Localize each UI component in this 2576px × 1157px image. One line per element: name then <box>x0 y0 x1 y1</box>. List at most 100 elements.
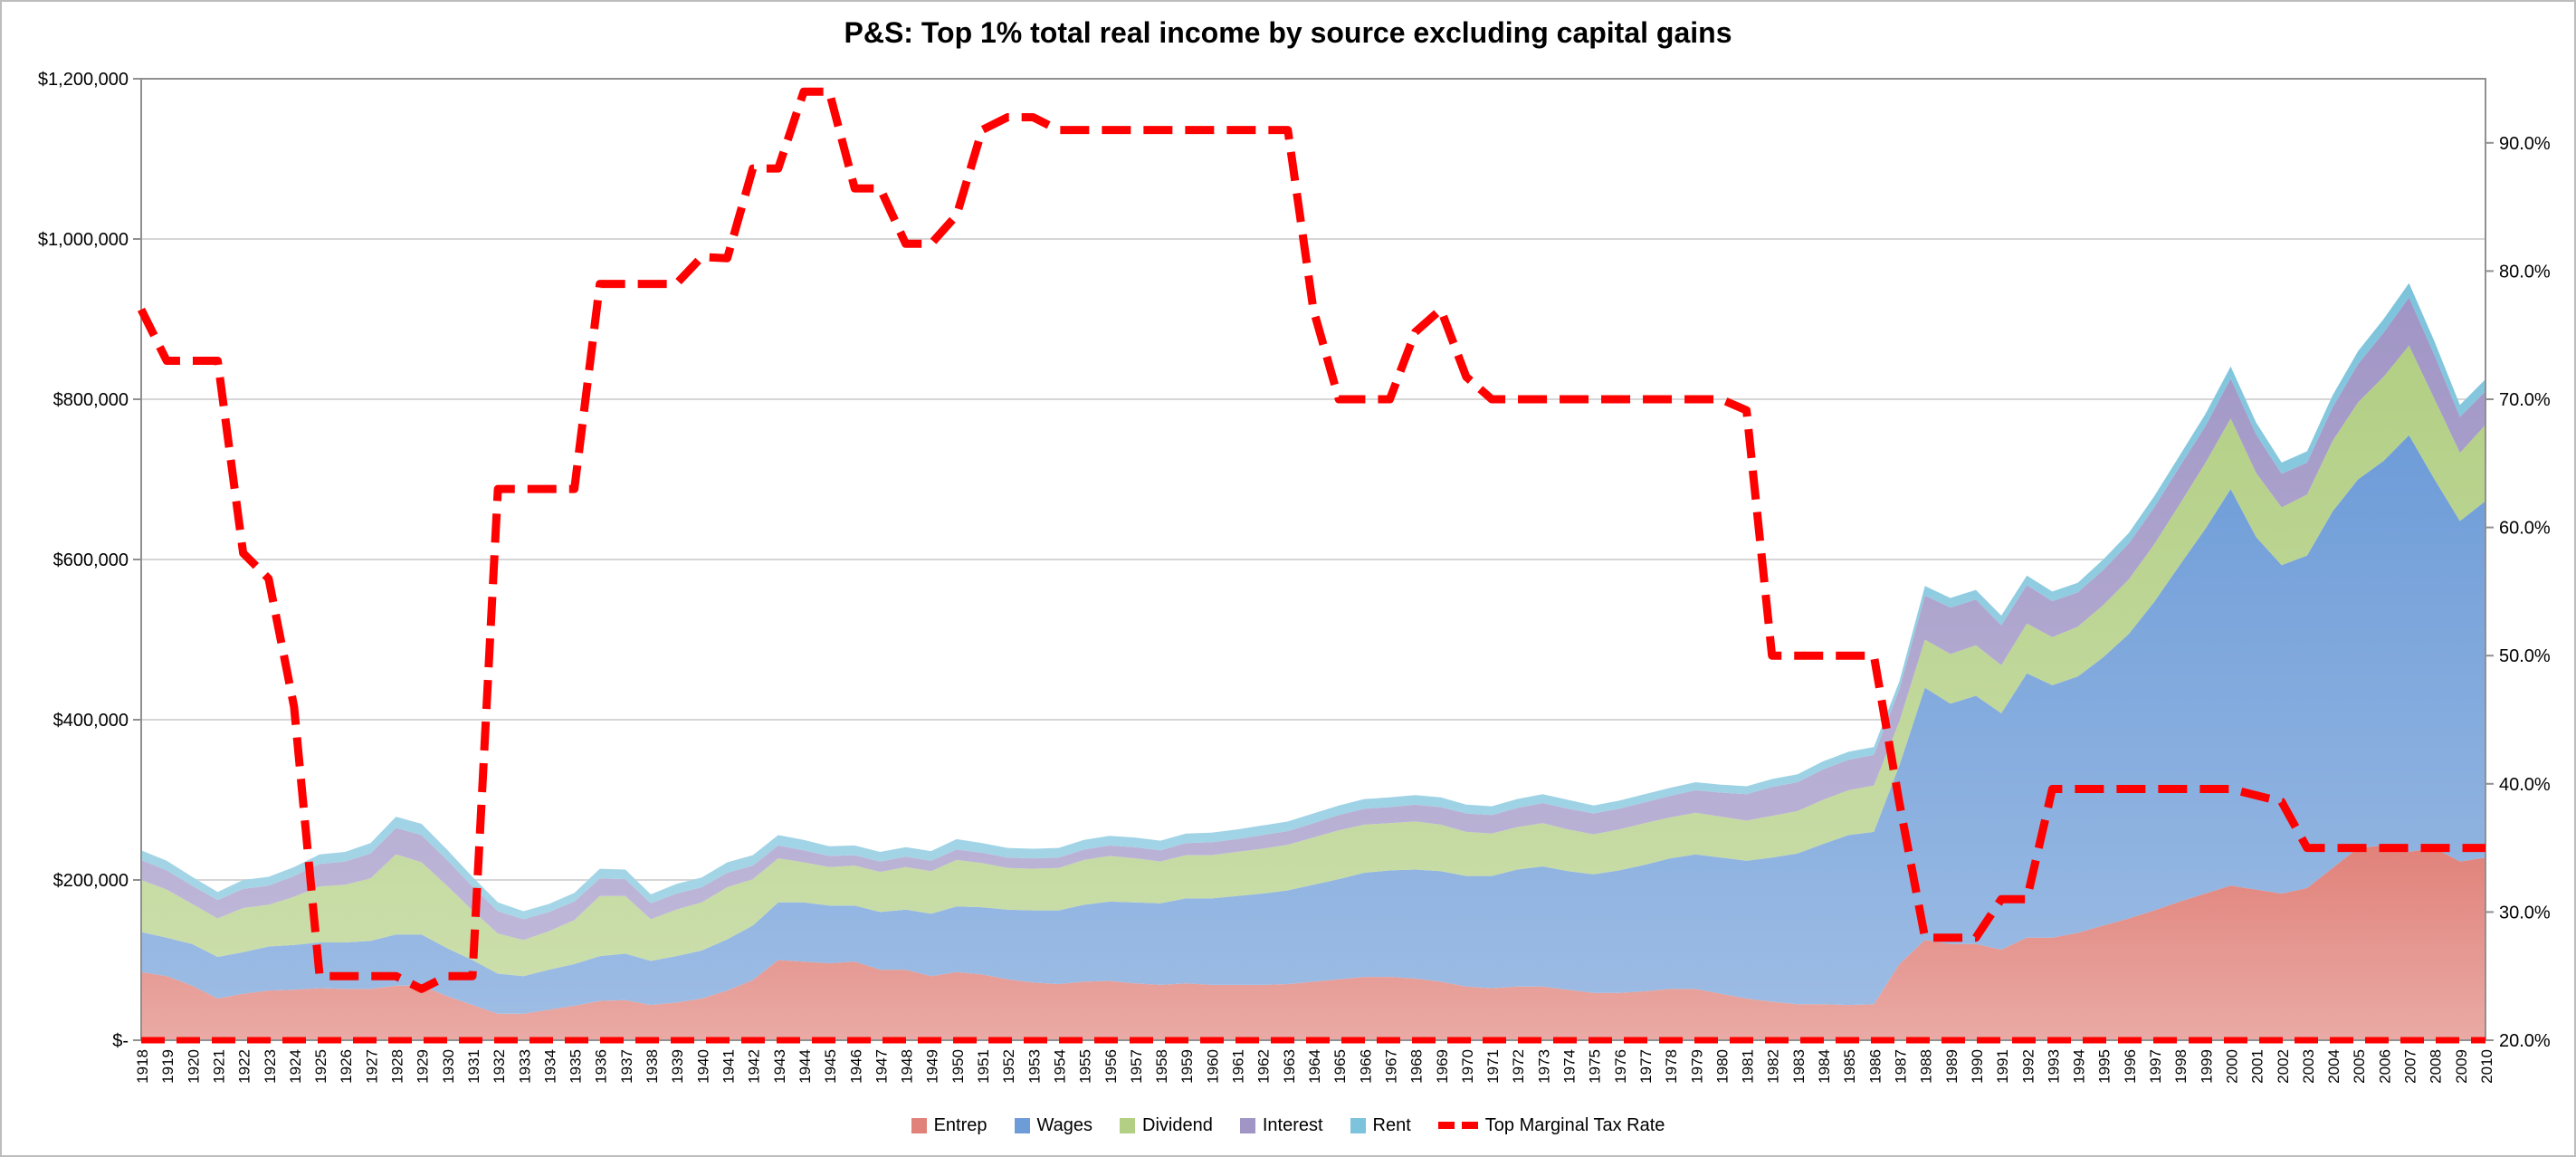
x-axis-tick-label: 1932 <box>491 1049 508 1084</box>
x-axis-tick-label: 2000 <box>2224 1049 2241 1084</box>
legend-item-interest: Interest <box>1239 1114 1323 1136</box>
tax-rate-line <box>137 87 2485 993</box>
x-axis-tick-label: 1942 <box>746 1049 763 1084</box>
x-axis-tick-label: 1933 <box>516 1049 533 1084</box>
legend-swatch-dividend <box>1120 1117 1136 1133</box>
x-axis-tick-label: 1930 <box>440 1049 457 1084</box>
x-axis-tick-label: 1972 <box>1510 1049 1527 1084</box>
x-axis-tick-label: 1985 <box>1841 1049 1858 1084</box>
y2-axis-tick-label: 60.0% <box>2499 519 2551 539</box>
x-axis-tick-label: 1982 <box>1765 1049 1782 1084</box>
x-axis-tick-label: 1927 <box>363 1049 380 1084</box>
x-axis-tick-label: 1988 <box>1918 1049 1935 1084</box>
y-axis-tick-label: $400,000 <box>53 711 129 731</box>
x-axis-tick-label: 2002 <box>2275 1049 2292 1084</box>
x-axis-tick-label: 1949 <box>924 1049 941 1084</box>
x-axis-tick-label: 1965 <box>1331 1049 1349 1084</box>
x-axis-tick-label: 1986 <box>1866 1049 1884 1084</box>
x-axis-tick-label: 1936 <box>593 1049 610 1084</box>
x-axis-tick-label: 1925 <box>312 1049 329 1084</box>
x-axis-tick-label: 1979 <box>1688 1049 1705 1084</box>
legend-item-wages: Wages <box>1014 1114 1093 1136</box>
chart-title: P&S: Top 1% total real income by source … <box>844 16 1732 49</box>
x-axis-tick-label: 2005 <box>2351 1049 2368 1084</box>
x-axis-tick-label: 1943 <box>771 1049 788 1084</box>
x-axis-tick-label: 1954 <box>1052 1049 1069 1084</box>
area-dividend <box>141 345 2485 977</box>
x-axis-tick-label: 1929 <box>415 1049 432 1084</box>
x-axis-tick-label: 1951 <box>975 1049 992 1084</box>
x-axis-tick-label: 1919 <box>159 1049 177 1084</box>
legend-label-wages: Wages <box>1036 1114 1093 1135</box>
x-axis-tick-label: 1983 <box>1790 1049 1808 1084</box>
y-axis-tick-label: $- <box>112 1031 129 1051</box>
legend-item-entrep: Entrep <box>911 1115 987 1136</box>
x-axis-tick-label: 1957 <box>1128 1049 1145 1084</box>
x-axis-tick-label: 1926 <box>338 1049 355 1084</box>
x-axis-tick-label: 1955 <box>1077 1049 1094 1084</box>
x-axis-tick-label: 1975 <box>1587 1049 1604 1084</box>
x-axis-tick-label: 1921 <box>211 1049 228 1084</box>
x-axis-tick-label: 1999 <box>2198 1049 2215 1084</box>
x-axis-tick-label: 1931 <box>465 1049 482 1084</box>
x-axis-tick-label: 1948 <box>899 1049 916 1084</box>
y-axis-tick-label: $1,200,000 <box>38 70 129 90</box>
x-axis-tick-label: 1953 <box>1026 1049 1043 1084</box>
y-axis-tick-label: $800,000 <box>53 390 129 410</box>
x-axis-tick-label: 1993 <box>2045 1049 2062 1084</box>
x-axis-tick-label: 1968 <box>1408 1049 1426 1084</box>
y2-axis-tick-label: 40.0% <box>2499 775 2551 795</box>
x-axis-tick-label: 1923 <box>262 1049 279 1084</box>
x-axis-tick-label: 1959 <box>1178 1049 1196 1084</box>
x-axis-tick-label: 1956 <box>1102 1049 1120 1084</box>
y-axis-tick-label: $600,000 <box>53 550 129 570</box>
x-axis-tick-label: 2004 <box>2325 1049 2342 1084</box>
legend-label-rent: Rent <box>1372 1114 1411 1135</box>
x-axis-tick-label: 1937 <box>618 1049 635 1084</box>
legend-swatch-entrep <box>911 1117 927 1133</box>
x-axis-tick-label: 1991 <box>1994 1049 2011 1084</box>
area-rent <box>141 282 2485 920</box>
x-axis-tick-label: 1941 <box>720 1049 738 1084</box>
y2-axis-tick-label: 70.0% <box>2499 390 2551 410</box>
x-axis-tick-label: 2003 <box>2300 1049 2317 1084</box>
dashed-line-icon <box>1437 1122 1478 1129</box>
legend-swatch-rent <box>1350 1117 1366 1133</box>
x-axis-tick-label: 1994 <box>2071 1049 2088 1084</box>
x-axis-tick-label: 1974 <box>1561 1049 1579 1084</box>
x-axis-tick-label: 1966 <box>1357 1049 1374 1084</box>
x-axis-tick-label: 1981 <box>1740 1049 1757 1084</box>
legend: Entrep Wages Dividend Interest Rent Top Margi… <box>2 1112 2574 1139</box>
x-axis-tick-label: 1958 <box>1153 1049 1170 1084</box>
x-axis-tick-label: 1940 <box>694 1049 711 1084</box>
x-axis-tick-label: 1963 <box>1281 1049 1298 1084</box>
x-axis-tick-label: 1989 <box>1943 1049 1961 1084</box>
x-axis-tick-label: 1928 <box>389 1049 406 1084</box>
y2-axis-tick-label: 80.0% <box>2499 262 2551 282</box>
x-axis-tick-label: 1970 <box>1459 1049 1476 1084</box>
legend-label-interest: Interest <box>1262 1114 1323 1135</box>
x-axis-tick-label: 1960 <box>1204 1049 1221 1084</box>
x-axis-tick-label: 1984 <box>1816 1049 1833 1084</box>
legend-label-top-marginal-tax-rate: Top Marginal Tax Rate <box>1484 1114 1665 1135</box>
x-axis-tick-label: 2008 <box>2428 1049 2445 1084</box>
x-axis-tick-label: 1967 <box>1383 1049 1400 1084</box>
legend-swatch-wages <box>1014 1117 1030 1133</box>
x-axis-tick-label: 1961 <box>1230 1049 1247 1084</box>
x-axis-tick-label: 1935 <box>568 1049 585 1084</box>
x-axis-tick-label: 1952 <box>1000 1049 1017 1084</box>
x-axis-tick-label: 1976 <box>1612 1049 1629 1084</box>
x-axis-tick-label: 1964 <box>1306 1049 1323 1084</box>
area-interest <box>141 297 2485 941</box>
y2-axis-tick-label: 50.0% <box>2499 646 2551 666</box>
x-axis-tick-label: 1939 <box>669 1049 686 1084</box>
x-axis-tick-label: 1962 <box>1255 1049 1273 1084</box>
x-axis-tick-label: 1945 <box>822 1049 839 1084</box>
area-wages <box>141 435 2485 1014</box>
y2-axis-tick-label: 30.0% <box>2499 903 2551 923</box>
x-axis-tick-label: 1938 <box>644 1049 661 1084</box>
x-axis-tick-label: 1946 <box>847 1049 864 1084</box>
x-axis-tick-label: 1971 <box>1484 1049 1502 1084</box>
